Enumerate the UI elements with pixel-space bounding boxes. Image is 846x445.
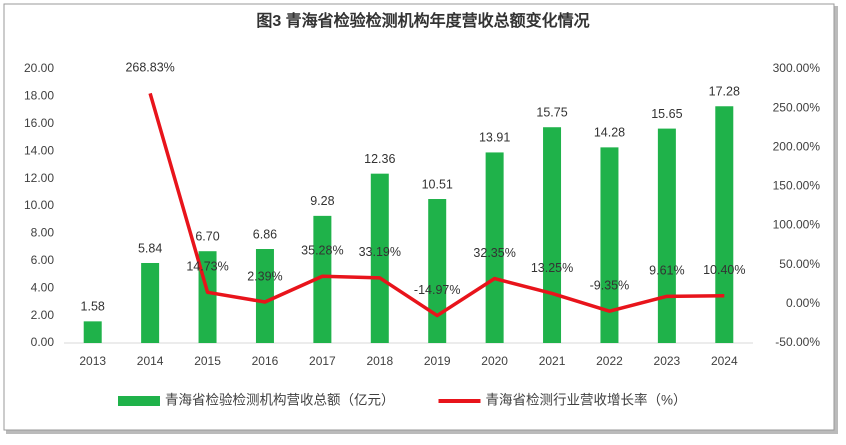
y2-tick-label: -50.00% — [775, 335, 820, 349]
bar-value-label: 5.84 — [138, 241, 162, 255]
y2-tick-label: 100.00% — [773, 218, 821, 232]
legend-label: 青海省检测行业营收增长率（%） — [486, 392, 687, 408]
y-tick-label: 4.00 — [31, 280, 55, 294]
line-value-label: 13.25% — [531, 261, 573, 275]
bar-value-label: 15.75 — [536, 106, 567, 120]
y2-tick-label: 300.00% — [773, 61, 821, 75]
x-tick-label: 2021 — [539, 354, 566, 368]
legend-label: 青海省检验检测机构营收总额（亿元） — [165, 393, 395, 408]
y2-tick-label: 0.00% — [786, 296, 820, 310]
frame — [3, 3, 835, 431]
x-tick-label: 2016 — [252, 354, 279, 368]
y2-tick-label: 250.00% — [773, 100, 821, 114]
x-tick-label: 2023 — [654, 354, 681, 368]
line-value-label: 9.61% — [649, 264, 684, 278]
line-value-label: 33.19% — [359, 245, 401, 259]
bar — [370, 173, 389, 343]
y-tick-label: 20.00 — [24, 61, 54, 75]
y-tick-label: 18.00 — [24, 89, 54, 103]
y-tick-label: 10.00 — [24, 198, 54, 212]
bar-value-label: 14.28 — [594, 126, 625, 140]
bar-value-label: 15.65 — [651, 107, 682, 121]
bar — [657, 128, 676, 343]
bar-value-label: 6.86 — [253, 227, 277, 241]
bar — [141, 262, 160, 343]
x-tick-label: 2017 — [309, 354, 336, 368]
line-value-label: 32.35% — [473, 246, 515, 260]
line-value-label: 268.83% — [125, 61, 174, 75]
y2-tick-label: 50.00% — [779, 257, 820, 271]
line-value-label: 2.39% — [247, 269, 282, 283]
bar — [83, 321, 102, 343]
chart-title: 图3 青海省检验检测机构年度营收总额变化情况 — [256, 11, 589, 30]
y-tick-label: 2.00 — [31, 308, 55, 322]
x-tick-label: 2015 — [194, 354, 221, 368]
line-value-label: -9.35% — [590, 278, 630, 292]
bar-value-label: 1.58 — [81, 300, 105, 314]
x-tick-label: 2024 — [711, 354, 738, 368]
bar — [600, 147, 619, 343]
bar — [485, 152, 504, 343]
x-tick-label: 2020 — [481, 354, 508, 368]
bar — [428, 199, 447, 343]
y2-tick-label: 150.00% — [773, 179, 821, 193]
y-tick-label: 14.00 — [24, 143, 54, 157]
line-value-label: 14.73% — [186, 260, 228, 274]
line-value-label: 10.40% — [703, 263, 745, 277]
line-value-label: -14.97% — [414, 283, 461, 297]
y-tick-label: 8.00 — [31, 226, 55, 240]
bar-value-label: 6.70 — [195, 230, 219, 244]
y-tick-label: 12.00 — [24, 171, 54, 185]
y-tick-label: 6.00 — [31, 253, 55, 267]
x-tick-label: 2022 — [596, 354, 623, 368]
y-tick-label: 0.00 — [31, 335, 55, 349]
y2-tick-label: 200.00% — [773, 139, 821, 153]
x-tick-label: 2013 — [79, 354, 106, 368]
bar — [715, 106, 734, 343]
legend-swatch — [118, 396, 160, 406]
bar-value-label: 10.51 — [422, 177, 453, 191]
bar-value-label: 12.36 — [364, 152, 395, 166]
line — [148, 92, 725, 318]
line-value-label: 35.28% — [301, 244, 343, 258]
bar-value-label: 9.28 — [310, 194, 334, 208]
y-tick-label: 16.00 — [24, 116, 54, 130]
bar — [543, 127, 562, 343]
x-tick-label: 2019 — [424, 354, 451, 368]
bar — [313, 215, 332, 343]
bar-value-label: 13.91 — [479, 131, 510, 145]
bar-value-label: 17.28 — [709, 85, 740, 99]
x-tick-label: 2014 — [137, 354, 164, 368]
x-tick-label: 2018 — [366, 354, 393, 368]
bar — [255, 249, 274, 343]
